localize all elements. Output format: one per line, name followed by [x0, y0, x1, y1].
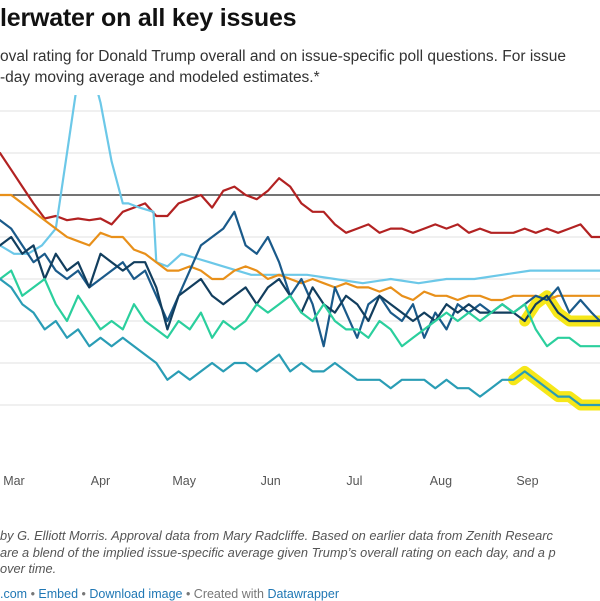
footer-sep-2: • — [78, 587, 89, 601]
footer-sep-3: • Created with — [182, 587, 267, 601]
source-link[interactable]: .com — [0, 587, 27, 601]
subtitle-line-2: -day moving average and modeled estimate… — [0, 67, 600, 88]
x-tick-label: Aug — [430, 474, 452, 488]
x-tick-label: Sep — [516, 474, 538, 488]
series-lines: OverallImmigrationEconomyTradeCost of li… — [0, 95, 600, 405]
footer: .com • Embed • Download image • Created … — [0, 587, 339, 601]
series-line-immigration: Immigration — [0, 95, 600, 283]
x-tick-label: May — [172, 474, 196, 488]
line-chart: OverallImmigrationEconomyTradeCost of li… — [0, 95, 600, 495]
highlight-0 — [514, 371, 600, 405]
subtitle-line-1: oval rating for Donald Trump overall and… — [0, 46, 600, 67]
footer-sep-1: • — [27, 587, 38, 601]
chart-subtitle: oval rating for Donald Trump overall and… — [0, 46, 600, 88]
download-image-link[interactable]: Download image — [89, 587, 182, 601]
x-tick-label: Jun — [261, 474, 281, 488]
x-tick-label: Jul — [346, 474, 362, 488]
notes-line-1: by G. Elliott Morris. Approval data from… — [0, 528, 556, 545]
x-tick-label: Apr — [91, 474, 110, 488]
gridlines — [0, 111, 600, 405]
datawrapper-link[interactable]: Datawrapper — [267, 587, 339, 601]
embed-link[interactable]: Embed — [38, 587, 78, 601]
notes-line-3: over time. — [0, 561, 556, 578]
chart-title: lerwater on all key issues — [0, 4, 296, 33]
notes-line-2: are a blend of the implied issue-specifi… — [0, 545, 556, 562]
x-axis: Mar Apr May Jun Jul Aug Sep — [3, 474, 538, 488]
chart-notes: by G. Elliott Morris. Approval data from… — [0, 528, 556, 578]
x-tick-label: Mar — [3, 474, 25, 488]
